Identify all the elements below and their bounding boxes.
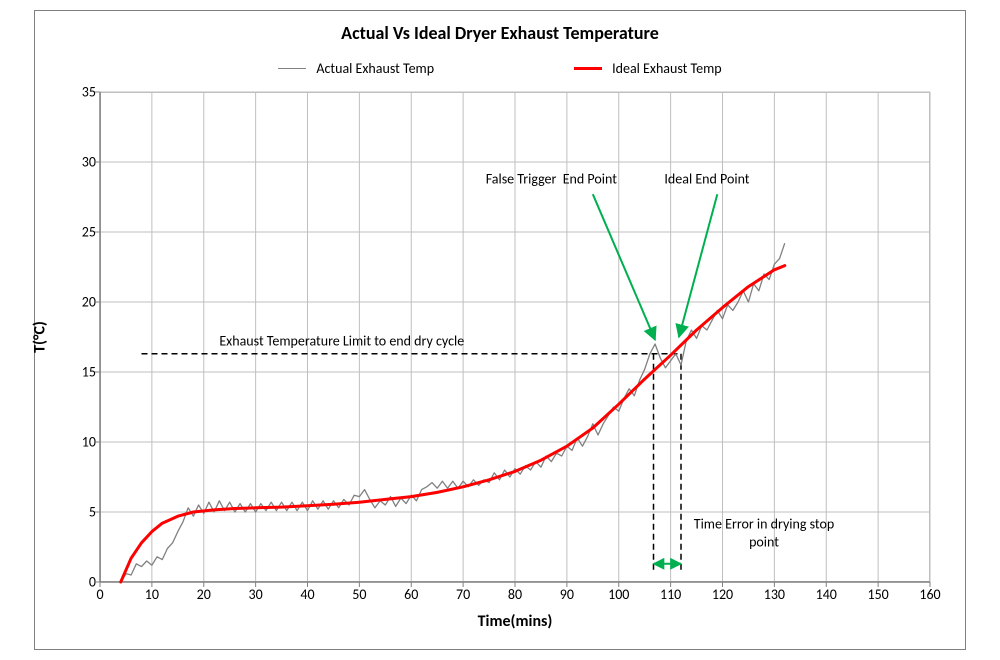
y-tick-label: 5 xyxy=(60,504,96,521)
y-tick-label: 30 xyxy=(60,154,96,171)
chart-title: Actual Vs Ideal Dryer Exhaust Temperatur… xyxy=(0,22,1000,44)
x-tick-label: 30 xyxy=(249,586,263,603)
x-tick-label: 50 xyxy=(352,586,366,603)
y-tick-label: 0 xyxy=(60,574,96,591)
x-tick-label: 100 xyxy=(608,586,629,603)
annotation-false-trigger-label: False Trigger End Point xyxy=(486,170,617,187)
x-tick-label: 60 xyxy=(404,586,418,603)
x-tick-label: 140 xyxy=(816,586,837,603)
legend-item-actual: Actual Exhaust Temp xyxy=(278,60,434,77)
x-tick-label: 90 xyxy=(560,586,574,603)
legend-swatch-ideal xyxy=(574,67,602,70)
y-tick-label: 35 xyxy=(60,84,96,101)
x-tick-label: 80 xyxy=(508,586,522,603)
x-tick-label: 160 xyxy=(919,586,940,603)
x-tick-label: 0 xyxy=(96,586,103,603)
x-tick-label: 10 xyxy=(145,586,159,603)
legend-label-ideal: Ideal Exhaust Temp xyxy=(612,60,722,77)
x-tick-label: 150 xyxy=(867,586,888,603)
chart-page: Actual Vs Ideal Dryer Exhaust Temperatur… xyxy=(0,0,1000,660)
y-ticks: 05101520253035 xyxy=(60,92,96,582)
y-tick-label: 20 xyxy=(60,294,96,311)
legend-item-ideal: Ideal Exhaust Temp xyxy=(574,60,722,77)
x-tick-label: 110 xyxy=(660,586,681,603)
x-axis-label: Time(mins) xyxy=(100,612,930,631)
annotation-exhaust-limit-label: Exhaust Temperature Limit to end dry cyc… xyxy=(219,333,464,350)
y-tick-label: 25 xyxy=(60,224,96,241)
y-tick-label: 10 xyxy=(60,434,96,451)
x-tick-label: 70 xyxy=(456,586,470,603)
x-tick-label: 40 xyxy=(300,586,314,603)
annotation-ideal-end-label: Ideal End Point xyxy=(664,170,749,187)
x-tick-label: 130 xyxy=(764,586,785,603)
y-axis-label: T(°C) xyxy=(31,321,50,353)
x-ticks: 0102030405060708090100110120130140150160 xyxy=(100,586,930,606)
x-tick-label: 20 xyxy=(197,586,211,603)
legend-swatch-actual xyxy=(278,68,306,69)
legend-label-actual: Actual Exhaust Temp xyxy=(316,60,434,77)
annotation-time-error-label: Time Error in drying stop point xyxy=(694,516,834,551)
y-tick-label: 15 xyxy=(60,364,96,381)
legend: Actual Exhaust Temp Ideal Exhaust Temp xyxy=(0,60,1000,77)
x-tick-label: 120 xyxy=(712,586,733,603)
